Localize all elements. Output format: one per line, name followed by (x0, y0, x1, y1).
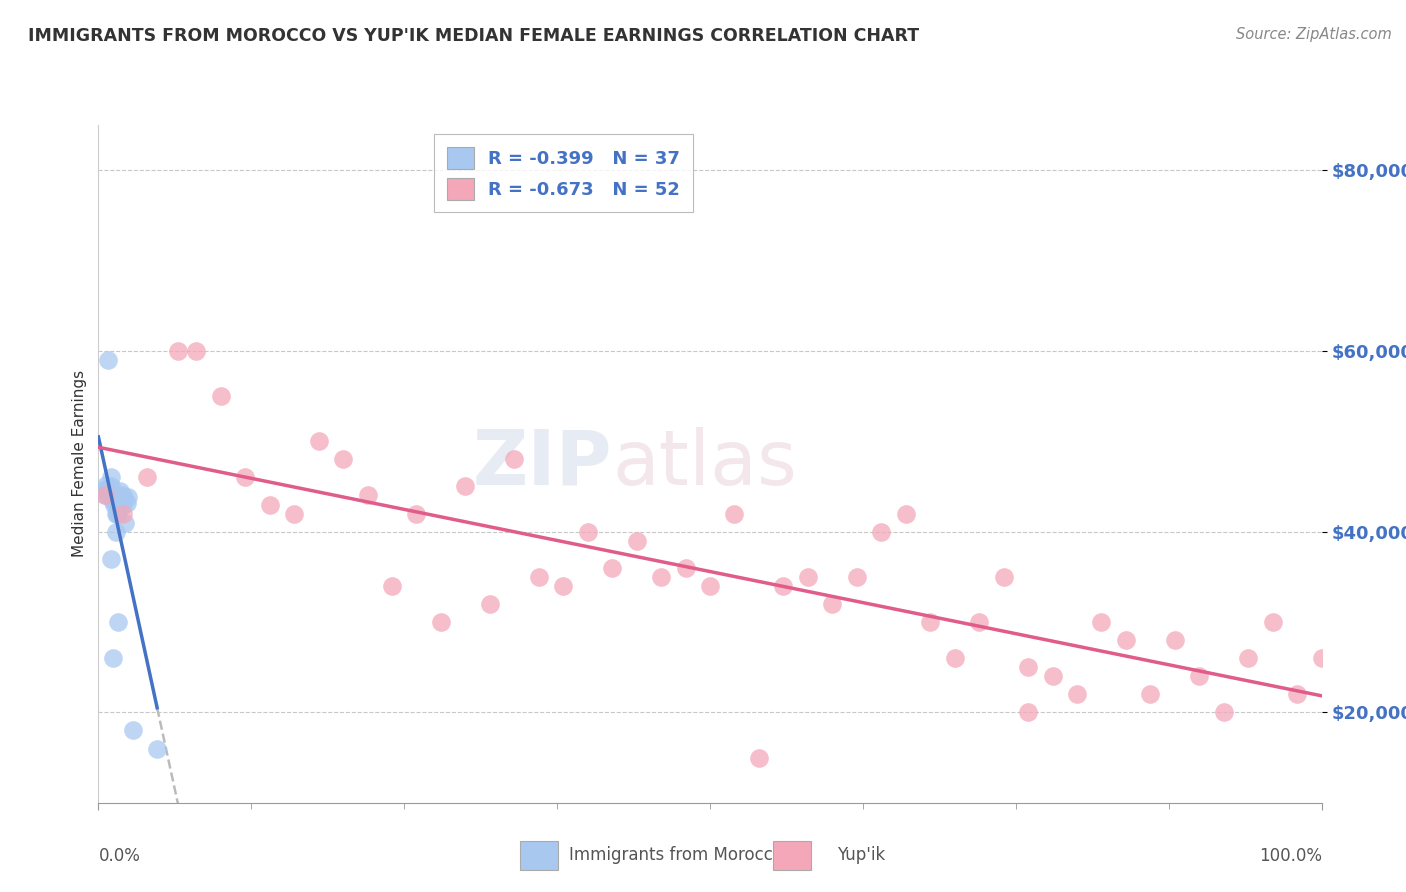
Point (105, 507, 128, 521)
Point (772, 579, 794, 593)
Point (96, 483, 118, 498)
Point (111, 488, 134, 502)
Point (101, 651, 124, 665)
Point (527, 570, 550, 584)
Point (845, 570, 868, 584)
Point (503, 452, 526, 467)
Text: Source: ZipAtlas.com: Source: ZipAtlas.com (1236, 27, 1392, 42)
Point (100, 479, 122, 493)
Text: IMMIGRANTS FROM MOROCCO VS YUP'IK MEDIAN FEMALE EARNINGS CORRELATION CHART: IMMIGRANTS FROM MOROCCO VS YUP'IK MEDIAN… (28, 27, 920, 45)
Point (100, 551, 122, 566)
Point (748, 750, 770, 764)
Point (101, 487, 124, 501)
Point (405, 507, 427, 521)
Point (1017, 706, 1039, 720)
Point (1310, 651, 1333, 665)
Point (103, 498, 125, 512)
Point (553, 579, 575, 593)
Point (100, 486, 122, 500)
Point (626, 533, 648, 548)
Text: 0.0%: 0.0% (98, 847, 141, 865)
Point (920, 615, 942, 629)
Point (111, 498, 134, 512)
Point (233, 470, 256, 484)
Point (98, 481, 121, 495)
Point (332, 452, 354, 467)
Point (1017, 660, 1039, 674)
Point (209, 389, 232, 403)
Y-axis label: Median Female Earnings: Median Female Earnings (72, 370, 87, 558)
Point (98, 483, 121, 497)
Point (121, 723, 143, 738)
Point (993, 570, 1015, 584)
Point (110, 483, 132, 498)
Point (454, 479, 477, 493)
Point (1066, 687, 1088, 701)
Point (107, 507, 129, 521)
Point (107, 615, 129, 629)
Point (101, 488, 124, 502)
Point (1237, 651, 1260, 665)
Point (1261, 615, 1284, 629)
Point (1212, 706, 1234, 720)
Point (283, 507, 305, 521)
Text: Immigrants from Morocco: Immigrants from Morocco (569, 847, 783, 864)
Point (97, 486, 120, 500)
Point (105, 502, 128, 516)
Point (1042, 669, 1064, 683)
Point (100, 470, 122, 484)
Text: ZIP: ZIP (472, 427, 612, 500)
Point (103, 493, 125, 508)
Point (111, 507, 134, 521)
Point (430, 615, 453, 629)
Point (101, 486, 124, 500)
Point (699, 579, 721, 593)
Point (967, 615, 990, 629)
Point (821, 597, 844, 611)
Point (104, 524, 127, 539)
Point (146, 741, 169, 756)
Point (94, 477, 117, 491)
Point (1139, 687, 1161, 701)
Point (117, 490, 139, 504)
Text: Yup'ik: Yup'ik (837, 847, 884, 864)
Point (136, 470, 159, 484)
Point (93, 488, 115, 502)
Text: 100.0%: 100.0% (1258, 847, 1322, 865)
Point (356, 488, 378, 502)
Point (478, 597, 501, 611)
Point (797, 570, 820, 584)
Point (93, 482, 115, 496)
Point (108, 500, 131, 514)
Point (943, 651, 966, 665)
Point (1090, 615, 1112, 629)
Point (112, 490, 135, 504)
Point (870, 524, 893, 539)
Point (381, 579, 404, 593)
Point (723, 507, 745, 521)
Point (93, 488, 115, 502)
Point (650, 570, 672, 584)
Point (576, 524, 599, 539)
Point (114, 516, 136, 530)
Point (1286, 687, 1309, 701)
Point (115, 496, 138, 510)
Legend: R = -0.399   N = 37, R = -0.673   N = 52: R = -0.399 N = 37, R = -0.673 N = 52 (434, 134, 693, 212)
Point (600, 561, 623, 575)
Point (97, 352, 120, 367)
Point (97, 481, 120, 495)
Point (1115, 633, 1137, 648)
Point (308, 434, 330, 449)
Point (1188, 669, 1211, 683)
Point (894, 507, 917, 521)
Point (186, 343, 208, 358)
Point (101, 493, 124, 508)
Point (1164, 633, 1187, 648)
Text: atlas: atlas (612, 427, 797, 500)
Point (104, 507, 127, 521)
Point (259, 498, 281, 512)
Point (96, 483, 118, 498)
Point (167, 343, 190, 358)
Point (675, 561, 697, 575)
